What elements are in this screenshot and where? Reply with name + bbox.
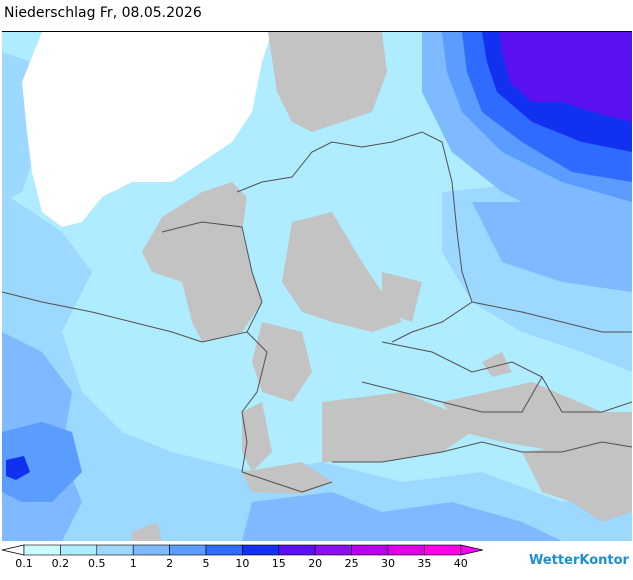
land-germany-west: [282, 212, 402, 332]
legend-label: 20: [308, 557, 322, 570]
brand-name: WetterKontor: [529, 553, 629, 568]
border-france-germany: [241, 331, 268, 473]
border-coastline-north: [236, 131, 453, 193]
legend-swatch: [387, 544, 425, 556]
legend-swatch: [278, 544, 316, 556]
legend-label: 30: [381, 557, 395, 570]
legend-swatch: [242, 544, 280, 556]
legend-swatch: [205, 544, 243, 556]
legend-label: 35: [417, 557, 431, 570]
legend-label: 10: [235, 557, 249, 570]
country-borders: [2, 131, 632, 493]
precip-south-deep: [242, 492, 562, 541]
land-denmark: [268, 32, 387, 132]
precipitation-legend: 0.1 0.2 0.5 1 2 5 10 15 20 25 30 35 40: [0, 542, 633, 580]
border-france-west: [2, 291, 203, 343]
legend-label: 25: [345, 557, 359, 570]
border-czech: [361, 341, 543, 413]
land-austria-east: [522, 442, 632, 522]
land-germany-central: [252, 322, 312, 402]
legend-swatch: [424, 544, 462, 556]
land-east-small: [482, 352, 512, 377]
legend-labels: 0.1 0.2 0.5 1 2 5 10 15 20 25 30 35 40: [15, 557, 468, 570]
land-south-small: [132, 522, 162, 541]
legend-arrow-low: [1, 544, 25, 556]
land-bavaria: [442, 382, 632, 452]
border-switzerland: [241, 471, 333, 493]
legend-arrow-high: [460, 544, 483, 556]
legend-swatch: [23, 544, 61, 556]
map-title: Niederschlag Fr, 08.05.2026: [4, 5, 202, 21]
land-bohemia: [382, 272, 422, 322]
border-austria: [332, 441, 632, 463]
land-great-britain: [22, 32, 272, 227]
precip-ne-core: [500, 32, 632, 122]
legend-swatches: [1, 544, 483, 556]
border-poland: [471, 301, 632, 333]
legend-swatch: [169, 544, 207, 556]
legend-label: 15: [272, 557, 286, 570]
legend-label: 40: [454, 557, 468, 570]
brand-logo: WetterKontor💧: [529, 553, 633, 568]
legend-label: 1: [130, 557, 137, 570]
land-south-germany: [322, 392, 472, 462]
map-canvas: [2, 32, 632, 541]
precip-west-core: [2, 422, 82, 502]
legend-label: 5: [203, 557, 210, 570]
legend-label: 0.5: [88, 557, 106, 570]
legend-swatch: [132, 544, 170, 556]
precipitation-map: [2, 31, 632, 541]
precip-west-spot: [6, 456, 30, 480]
legend-label: 2: [166, 557, 173, 570]
land-swiss: [242, 462, 332, 494]
legend-swatch: [314, 544, 352, 556]
border-south-east: [541, 376, 632, 413]
legend-canvas: 0.1 0.2 0.5 1 2 5 10 15 20 25 30 35 40: [1, 544, 483, 570]
land-alps-west: [242, 402, 272, 472]
land-benelux: [142, 182, 262, 342]
legend-swatch: [351, 544, 389, 556]
legend-label: 0.1: [15, 557, 33, 570]
legend-label: 0.2: [52, 557, 70, 570]
legend-swatch: [96, 544, 134, 556]
legend-swatch: [60, 544, 98, 556]
raindrop-icon: 💧: [632, 553, 633, 568]
